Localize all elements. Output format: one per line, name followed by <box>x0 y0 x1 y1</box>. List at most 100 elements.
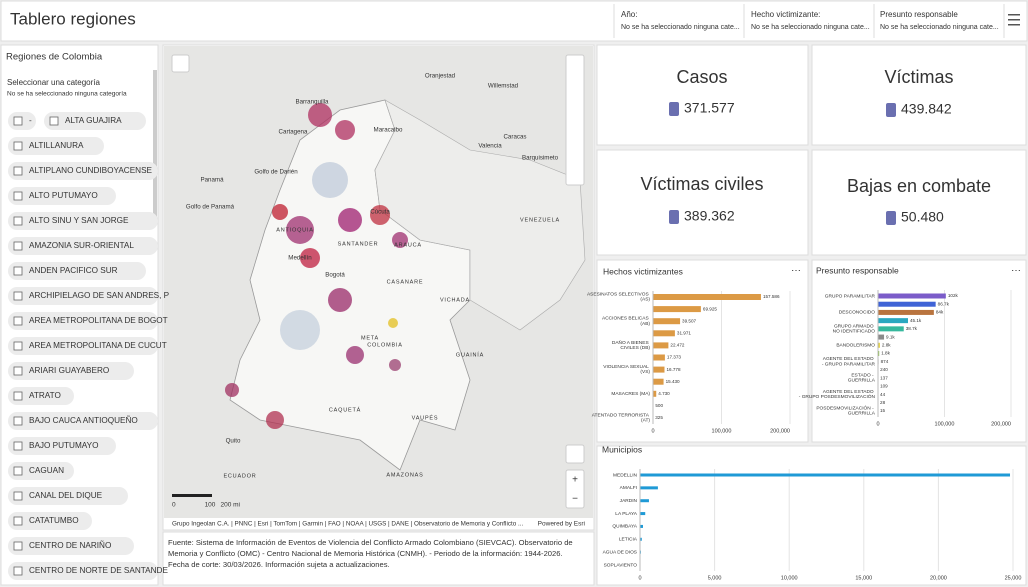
checkbox[interactable] <box>13 341 23 351</box>
bar <box>653 330 675 337</box>
kpi-title: Víctimas civiles <box>640 174 763 194</box>
checkbox[interactable] <box>13 366 23 376</box>
checkbox[interactable] <box>13 491 23 501</box>
checkbox[interactable] <box>13 116 23 126</box>
category-label: ATENTADO TERRORISTA (AT) <box>592 413 651 424</box>
value-label: 4.730 <box>658 391 670 396</box>
menu-button[interactable] <box>1008 14 1020 26</box>
kpi-title: Bajas en combate <box>847 176 991 196</box>
kpi-icon <box>669 210 679 224</box>
filter-label: Presunto responsable <box>880 10 958 19</box>
category-chip[interactable] <box>8 137 104 155</box>
bar <box>640 499 649 503</box>
x-tick-label: 100,000 <box>712 428 732 434</box>
map-label: Cúcuta <box>370 209 390 216</box>
category-chip[interactable] <box>8 262 146 280</box>
category-chip[interactable] <box>8 537 134 555</box>
source-note: Memoria y Conflicto (OMC) - Centro Nacio… <box>168 549 563 558</box>
map-label: ECUADOR <box>223 473 256 479</box>
x-tick-label: 200,000 <box>991 421 1011 427</box>
checkbox[interactable] <box>13 191 23 201</box>
category-label: DESCONOCIDO <box>839 310 876 316</box>
kpi-icon <box>886 103 896 117</box>
category-label: ARCHIPIELAGO DE SAN ANDRES, P <box>29 291 170 300</box>
category-chip[interactable] <box>8 387 74 405</box>
map-label: Maracaibo <box>374 127 403 134</box>
checkbox[interactable] <box>13 566 23 576</box>
page-title: Tablero regiones <box>10 9 136 28</box>
checkbox[interactable] <box>13 541 23 551</box>
category-chip[interactable] <box>8 337 158 355</box>
scrollbar <box>153 70 157 220</box>
checkbox[interactable] <box>13 441 23 451</box>
value-label: 240 <box>880 367 888 372</box>
category-chip[interactable] <box>8 412 158 430</box>
chart-panel <box>811 259 1027 443</box>
x-tick-label: 200,000 <box>770 428 790 434</box>
category-chip[interactable] <box>8 287 158 305</box>
more-button[interactable]: ⋯ <box>791 266 801 277</box>
category-label: BAJO CAUCA ANTIOQUEÑO <box>29 415 138 425</box>
bar <box>878 326 904 332</box>
category-chip[interactable] <box>8 562 158 580</box>
checkbox[interactable] <box>13 241 23 251</box>
checkbox[interactable] <box>13 266 23 276</box>
map-tools[interactable]: +− <box>171 54 585 509</box>
map-label: Cartagena <box>279 129 308 136</box>
map-label: SANTANDER <box>338 241 379 247</box>
category-chip[interactable] <box>8 212 158 230</box>
svg-text:+: + <box>572 475 578 486</box>
bar <box>653 378 664 385</box>
map-label: Barranquilla <box>295 99 329 106</box>
category-chip[interactable] <box>8 162 158 180</box>
category-chip[interactable] <box>44 112 146 130</box>
category-label: MASACRES (MA) <box>611 391 650 397</box>
chart-title: Municipios <box>602 444 642 454</box>
bar <box>878 309 934 315</box>
value-label: 874 <box>881 359 889 364</box>
category-chip[interactable] <box>8 187 116 205</box>
checkbox[interactable] <box>13 141 23 151</box>
checkbox[interactable] <box>49 116 59 126</box>
category-label: AREA METROPOLITANA DE CUCUT <box>29 341 167 350</box>
category-label: BAJO PUTUMAYO <box>29 441 98 450</box>
checkbox[interactable] <box>13 166 23 176</box>
checkbox[interactable] <box>13 391 23 401</box>
category-label: VIOLENCIA SEXUAL (VS) <box>603 364 650 375</box>
checkbox[interactable] <box>13 291 23 301</box>
x-tick-label: 15,000 <box>855 575 872 581</box>
chart-title: Presunto responsable <box>816 265 899 275</box>
map-label: VICHADA <box>440 297 470 303</box>
source-note: Fuente: Sistema de Información de Evento… <box>168 538 573 547</box>
x-tick-label: 0 <box>638 575 641 581</box>
category-chip[interactable] <box>8 437 116 455</box>
category-chip[interactable] <box>8 512 92 530</box>
checkbox[interactable] <box>13 516 23 526</box>
checkbox[interactable] <box>13 216 23 226</box>
value-label: 39.507 <box>682 318 696 323</box>
category-chip[interactable] <box>8 237 158 255</box>
category-label: JARDIN <box>620 498 638 504</box>
more-button[interactable]: ⋯ <box>1011 266 1021 277</box>
kpi-value: 371.577 <box>684 100 735 116</box>
category-chip[interactable] <box>8 487 128 505</box>
bar <box>878 318 908 324</box>
category-chip[interactable] <box>8 362 134 380</box>
category-label: QUIMBAYA <box>612 524 637 530</box>
category-label: CATATUMBO <box>29 516 79 525</box>
filter-label: Año: <box>621 10 637 19</box>
filter-value[interactable]: No se ha seleccionado ninguna cate... <box>751 24 870 31</box>
category-label: GRUPO PARAMILITAR <box>825 293 876 299</box>
checkbox[interactable] <box>13 466 23 476</box>
sidebar-prompt: Seleccionar una categoría <box>7 78 101 87</box>
filter-value[interactable]: No se ha seleccionado ninguna cate... <box>621 24 740 31</box>
checkbox[interactable] <box>13 316 23 326</box>
note-panel <box>162 531 595 586</box>
checkbox[interactable] <box>13 416 23 426</box>
category-label: AMALFI <box>620 485 637 491</box>
x-tick-label: 10,000 <box>781 575 798 581</box>
filter-value[interactable]: No se ha seleccionado ninguna cate... <box>880 24 999 31</box>
category-chip[interactable] <box>8 312 158 330</box>
category-chip[interactable] <box>8 462 74 480</box>
chart-title: Hechos victimizantes <box>603 266 683 276</box>
